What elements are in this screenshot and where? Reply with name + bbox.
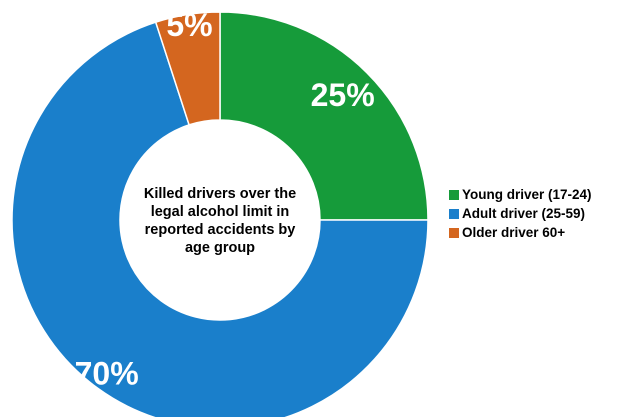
legend-swatch <box>449 227 459 238</box>
slice-label-2: 70% <box>75 355 139 391</box>
legend-item: Adult driver (25-59) <box>449 204 592 223</box>
slice-label-1: 25% <box>311 77 375 113</box>
legend-item: Older driver 60+ <box>449 223 592 242</box>
legend-swatch <box>449 208 459 219</box>
slice-labels: 25% 70% 5% <box>75 7 375 392</box>
chart-title: Killed drivers over the legal alcohol lim… <box>144 186 296 256</box>
slice-2 <box>11 21 429 417</box>
chart-title-line: age group <box>185 240 255 256</box>
legend-item: Young driver (17-24) <box>449 185 592 204</box>
donut-slices <box>11 11 429 417</box>
slice-label-3: 5% <box>166 7 212 43</box>
slice-3 <box>154 11 221 126</box>
chart-title-line: legal alcohol limit in <box>151 204 290 220</box>
legend: Young driver (17-24) Adult driver (25-59)… <box>449 185 592 242</box>
chart-title-line: Killed drivers over the <box>144 186 296 202</box>
slice-1 <box>219 11 429 221</box>
legend-label: Adult driver (25-59) <box>462 206 586 221</box>
legend-label: Older driver 60+ <box>462 225 566 240</box>
legend-label: Young driver (17-24) <box>462 187 592 202</box>
legend-swatch <box>449 189 459 200</box>
chart-title-line: reported accidents by <box>145 222 296 238</box>
